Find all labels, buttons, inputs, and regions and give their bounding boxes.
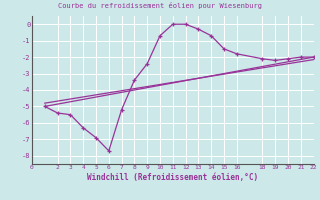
X-axis label: Windchill (Refroidissement éolien,°C): Windchill (Refroidissement éolien,°C) <box>87 173 258 182</box>
Text: Courbe du refroidissement éolien pour Wiesenburg: Courbe du refroidissement éolien pour Wi… <box>58 2 262 9</box>
